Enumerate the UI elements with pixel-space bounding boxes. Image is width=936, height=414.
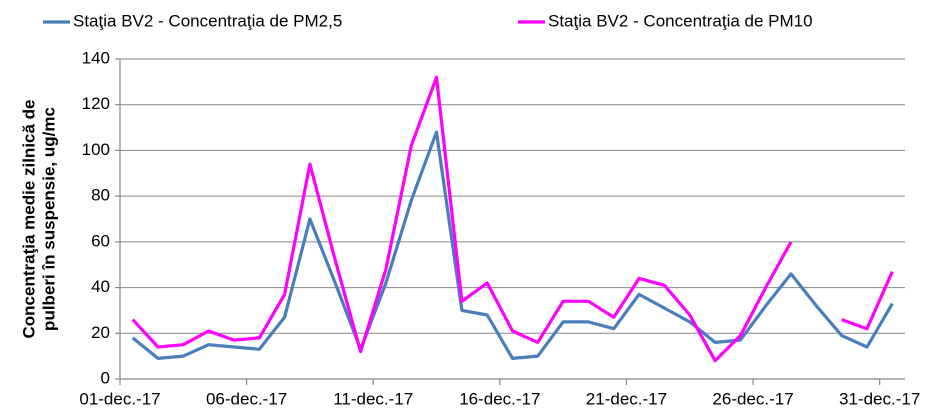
x-tick-label: 21-dec.-17 bbox=[586, 389, 667, 408]
y-tick-label: 80 bbox=[91, 186, 110, 205]
series-line bbox=[131, 75, 894, 363]
x-tick-label: 26-dec.-17 bbox=[712, 389, 793, 408]
x-tick-label: 16-dec.-17 bbox=[459, 389, 540, 408]
y-tick-label: 100 bbox=[82, 140, 110, 159]
y-tick-label: 40 bbox=[91, 277, 110, 296]
y-tick-label: 20 bbox=[91, 323, 110, 342]
y-tick-label: 140 bbox=[82, 48, 110, 67]
y-tick-label: 120 bbox=[82, 94, 110, 113]
x-tick-label: 01-dec.-17 bbox=[79, 389, 160, 408]
y-tick-label: 60 bbox=[91, 231, 110, 250]
legend-label: Staţia BV2 - Concentraţia de PM2,5 bbox=[73, 11, 342, 30]
x-tick-label: 11-dec.-17 bbox=[333, 389, 413, 408]
y-axis-title-line: pulberi în suspensie, ug/mc bbox=[39, 107, 58, 331]
x-tick-label: 31-dec.-17 bbox=[839, 389, 920, 408]
y-axis-title: Concentraţia medie zilnică de pulberi în… bbox=[19, 99, 58, 338]
y-axis-title-line: Concentraţia medie zilnică de bbox=[19, 99, 38, 338]
x-tick-label: 06-dec.-17 bbox=[206, 389, 287, 408]
y-tick-label: 0 bbox=[101, 368, 110, 387]
series-line bbox=[131, 130, 894, 360]
legend-label: Staţia BV2 - Concentraţia de PM10 bbox=[548, 11, 813, 30]
